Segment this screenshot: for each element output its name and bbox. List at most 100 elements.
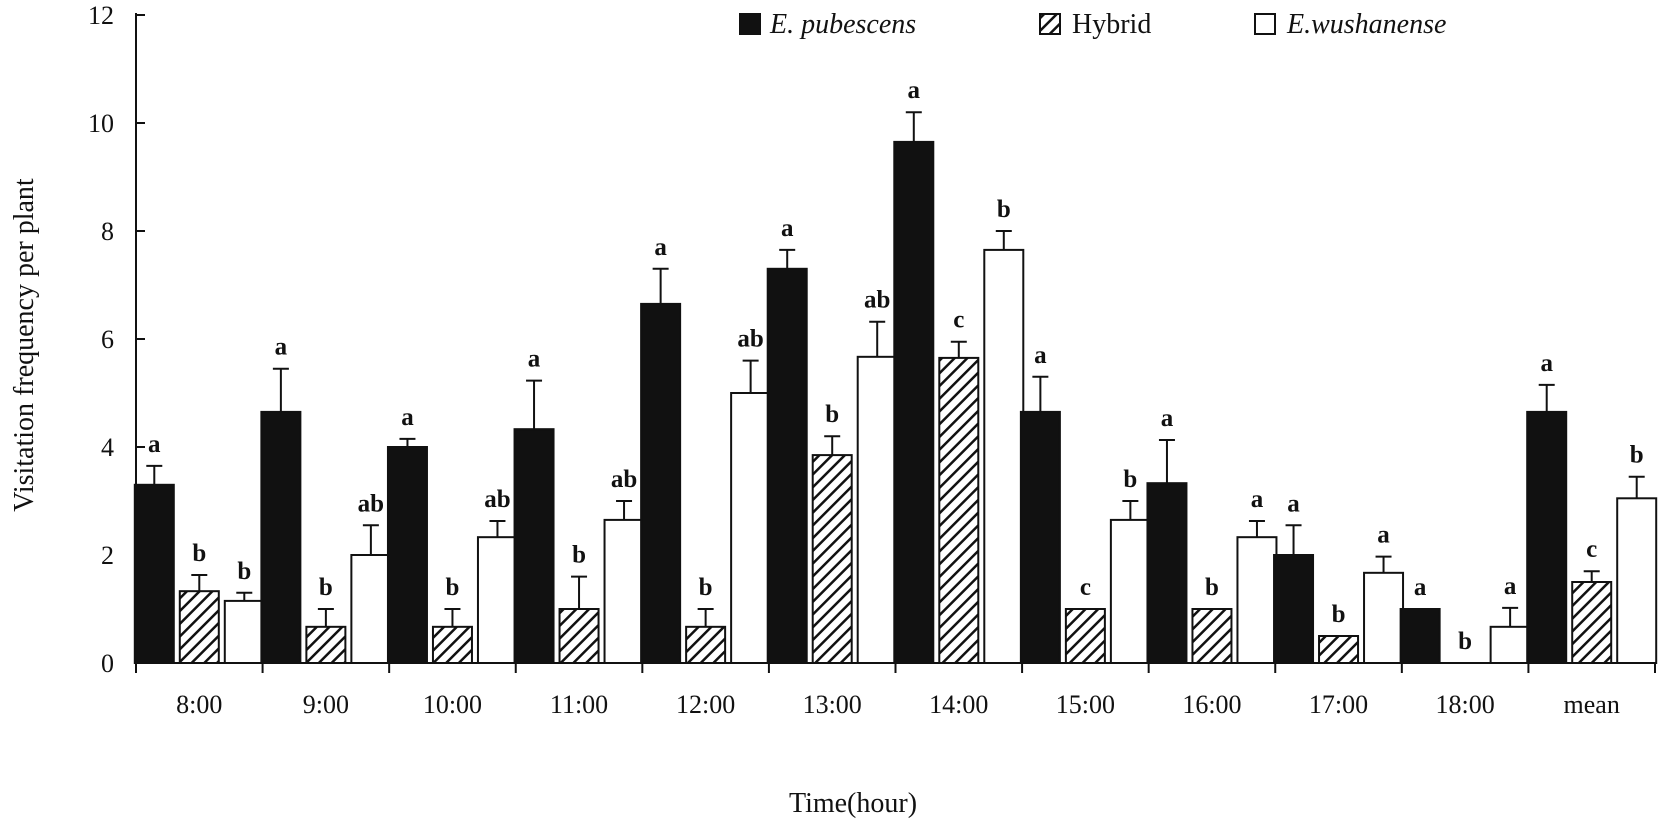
y-tick-label: 0	[101, 649, 114, 678]
x-tick-label: 8:00	[176, 690, 222, 719]
letter-label-hybrid: b	[192, 540, 206, 567]
bar-e-pubescens	[260, 410, 302, 664]
letter-label-e-wushanense: b	[1123, 466, 1137, 493]
y-tick-label: 2	[101, 541, 114, 570]
letter-label-hybrid: b	[319, 574, 333, 601]
letter-label-e-pubescens: a	[275, 334, 288, 361]
legend-item-e-wushanense: E.wushanense	[1254, 9, 1446, 40]
letter-label-e-wushanense: ab	[611, 466, 637, 493]
letter-label-e-wushanense: ab	[737, 326, 763, 353]
letter-label-e-pubescens: a	[528, 346, 541, 373]
legend-swatch-e-wushanense	[1254, 13, 1276, 35]
letter-label-e-wushanense: ab	[864, 287, 890, 314]
letter-label-e-wushanense: b	[237, 558, 251, 585]
bar-e-wushanense	[1236, 536, 1278, 664]
bar-hybrid	[938, 356, 980, 664]
letter-label-e-pubescens: a	[148, 431, 161, 458]
bars	[133, 111, 1658, 665]
bar-hybrid	[1064, 608, 1106, 664]
bar-e-pubescens	[1146, 482, 1188, 664]
bar-hybrid	[1571, 581, 1613, 664]
bar-e-pubescens	[133, 483, 175, 664]
letter-label-e-pubescens: a	[401, 404, 414, 431]
legend-item-hybrid: Hybrid	[1039, 9, 1151, 40]
x-tick-label: 10:00	[423, 690, 482, 719]
x-tick-label: 18:00	[1436, 690, 1495, 719]
bar-e-wushanense	[1363, 571, 1405, 665]
bar-hybrid	[685, 625, 727, 665]
y-tick-label: 10	[88, 109, 114, 138]
bar-hybrid	[811, 454, 853, 664]
legend-swatch-e-pubescens	[739, 13, 761, 35]
letter-label-e-wushanense: b	[1630, 442, 1644, 469]
x-tick-label: mean	[1564, 690, 1620, 719]
bar-e-wushanense	[1489, 625, 1531, 665]
letter-label-e-pubescens: a	[1161, 405, 1174, 432]
letter-label-hybrid: c	[953, 307, 964, 334]
x-tick-label: 12:00	[676, 690, 735, 719]
bar-e-wushanense	[476, 536, 518, 664]
y-axis-title: Visitation frequency per plant	[9, 178, 40, 512]
letter-label-e-wushanense: a	[1377, 522, 1390, 549]
legend-item-e-pubescens: E. pubescens	[739, 9, 916, 40]
x-tick-label: 14:00	[929, 690, 988, 719]
letter-label-hybrid: b	[572, 542, 586, 569]
bar-e-pubescens	[766, 267, 808, 664]
legend-label-e-wushanense: E.wushanense	[1286, 9, 1446, 40]
x-tick-label: 11:00	[550, 690, 608, 719]
x-tick-label: 9:00	[303, 690, 349, 719]
bar-e-wushanense	[1616, 497, 1658, 664]
letter-label-hybrid: b	[1332, 601, 1346, 628]
bar-e-wushanense	[856, 355, 898, 664]
bar-e-wushanense	[1109, 518, 1151, 665]
bar-hybrid	[558, 608, 600, 664]
letter-label-e-wushanense: a	[1504, 573, 1517, 600]
letter-label-e-pubescens: a	[1287, 490, 1300, 517]
legend: E. pubescens Hybrid E.wushanense	[739, 9, 1446, 40]
x-axis-title: Time(hour)	[789, 788, 917, 819]
bar-e-pubescens	[1399, 608, 1441, 664]
letter-label-hybrid: b	[825, 401, 839, 428]
letter-label-e-wushanense: ab	[484, 486, 510, 513]
bar-e-pubescens	[640, 302, 682, 664]
letter-label-hybrid: b	[1205, 574, 1219, 601]
x-tick-label: 13:00	[803, 690, 862, 719]
letter-label-e-pubescens: a	[781, 215, 794, 242]
letter-label-e-pubescens: a	[908, 77, 921, 104]
bar-e-pubescens	[1019, 410, 1061, 664]
x-tick-label: 15:00	[1056, 690, 1115, 719]
bar-e-wushanense	[603, 518, 645, 665]
letter-label-e-pubescens: a	[1414, 574, 1427, 601]
bar-e-pubescens	[1526, 410, 1568, 664]
y-tick-label: 6	[101, 325, 114, 354]
bar-e-wushanense	[350, 554, 392, 664]
bar-hybrid	[1318, 635, 1360, 664]
letter-label-e-wushanense: b	[997, 196, 1011, 223]
letter-label-hybrid: c	[1080, 574, 1091, 601]
bar-e-pubescens	[513, 428, 555, 664]
legend-label-e-pubescens: E. pubescens	[769, 9, 916, 40]
letter-label-e-wushanense: ab	[358, 490, 384, 517]
letter-label-e-pubescens: a	[1034, 342, 1047, 369]
letter-label-e-pubescens: a	[654, 234, 667, 261]
letter-label-hybrid: c	[1586, 536, 1597, 563]
letter-label-hybrid: b	[446, 574, 460, 601]
bar-hybrid	[431, 625, 473, 665]
y-tick-label: 12	[88, 1, 114, 30]
bar-e-pubescens	[386, 446, 428, 664]
axes: 0 2 4 6 8 10 12 8:00 9:00 10:00 11:00 12:00 13:00 14:…	[88, 1, 1656, 719]
bar-e-pubescens	[893, 140, 935, 664]
bar-e-wushanense	[730, 392, 772, 664]
letter-label-e-pubescens: a	[1540, 350, 1553, 377]
legend-swatch-hybrid	[1039, 13, 1061, 35]
y-tick-label: 4	[101, 433, 114, 462]
bar-e-wushanense	[983, 248, 1025, 664]
bar-e-wushanense	[223, 599, 265, 665]
legend-label-hybrid: Hybrid	[1072, 9, 1151, 40]
letter-label-hybrid: b	[1458, 628, 1472, 655]
bar-hybrid	[305, 625, 347, 665]
x-tick-label: 16:00	[1182, 690, 1241, 719]
